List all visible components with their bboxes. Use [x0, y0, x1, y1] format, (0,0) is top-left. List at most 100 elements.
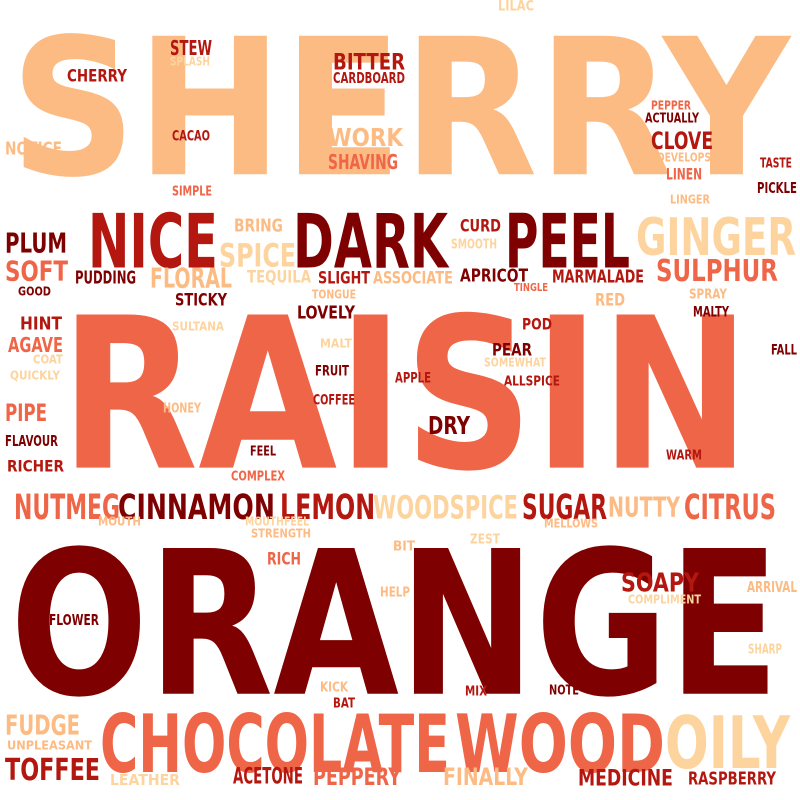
word-good: GOOD	[18, 284, 51, 299]
word-tequila: TEQUILA	[247, 267, 311, 288]
word-nutty: NUTTY	[608, 491, 680, 524]
word-apple: APPLE	[395, 370, 432, 387]
word-malty: MALTY	[693, 304, 729, 321]
word-compliment: COMPLIMENT	[628, 592, 701, 607]
word-pickle: PICKLE	[757, 180, 797, 198]
word-simple: SIMPLE	[172, 183, 212, 199]
word-work: WORK	[328, 123, 403, 153]
word-toffee: TOFFEE	[5, 751, 101, 787]
word-bat: BAT	[333, 695, 355, 711]
word-oily: OILY	[665, 701, 790, 786]
word-peppery: PEPPERY	[313, 763, 401, 792]
word-bitter: BITTER	[333, 49, 406, 76]
word-linen: LINEN	[666, 164, 703, 184]
word-nice: NICE	[88, 198, 218, 286]
word-soft: SOFT	[5, 255, 68, 288]
word-flavour: FLAVOUR	[5, 433, 58, 451]
word-plum: PLUM	[5, 227, 68, 260]
word-taste: TASTE	[760, 155, 792, 171]
word-curd: CURD	[460, 216, 501, 237]
word-peel: PEEL	[505, 198, 630, 286]
word-smooth: SMOOTH	[451, 236, 498, 252]
word-coffee: COFFEE	[313, 392, 356, 409]
word-acetone: ACETONE	[233, 763, 303, 790]
word-richer: RICHER	[7, 456, 64, 476]
word-feel: FEEL	[250, 443, 277, 459]
word-pear: PEAR	[492, 340, 533, 361]
word-clove: CLOVE	[651, 127, 714, 156]
word-sticky: STICKY	[175, 290, 228, 311]
word-mouthfeel: MOUTHFEEL	[245, 514, 310, 529]
word-mix: MIX	[465, 683, 487, 699]
word-cardboard: CARDBOARD	[333, 70, 405, 88]
word-tingle: TINGLE	[514, 281, 548, 295]
word-warm: WARM	[666, 447, 703, 463]
word-help: HELP	[380, 584, 411, 600]
word-complex: COMPLEX	[231, 468, 286, 484]
word-sultana: SULTANA	[172, 319, 224, 334]
word-wood: WOOD	[455, 697, 666, 792]
word-sugar: SUGAR	[522, 486, 608, 528]
word-pudding: PUDDING	[75, 267, 137, 289]
word-sherry: SHERRY	[10, 0, 790, 220]
word-cacao: CACAO	[172, 128, 211, 145]
word-pod: POD	[522, 314, 553, 334]
word-agave: AGAVE	[8, 333, 63, 357]
word-fall: FALL	[771, 342, 798, 359]
word-medicine: MEDICINE	[578, 765, 673, 792]
word-associate: ASSOCIATE	[373, 268, 453, 289]
word-kick: KICK	[320, 679, 349, 695]
word-floral: FLORAL	[150, 262, 233, 295]
word-mouth: MOUTH	[98, 514, 141, 529]
word-raisin: RAISIN	[60, 272, 751, 518]
word-mellows: MELLOWS	[544, 516, 599, 531]
word-lilac: LILAC	[498, 0, 534, 15]
word-honey: HONEY	[163, 400, 202, 416]
word-note: NOTE	[549, 682, 580, 698]
word-allspice: ALLSPICE	[504, 373, 560, 389]
word-slight: SLIGHT	[318, 268, 370, 289]
word-apricot: APRICOT	[460, 265, 529, 287]
word-spice: SPICE	[219, 237, 297, 275]
word-linger: LINGER	[670, 192, 710, 207]
word-spray: SPRAY	[689, 286, 728, 302]
word-cinnamon: CINNAMON	[118, 486, 275, 528]
word-fudge: FUDGE	[5, 709, 81, 742]
word-actually: ACTUALLY	[645, 110, 700, 126]
word-pepper: PEPPER	[651, 98, 691, 113]
word-develops: DEVELOPS	[657, 150, 712, 165]
word-orange: ORANGE	[10, 508, 780, 741]
word-quickly: QUICKLY	[10, 368, 61, 383]
word-pipe: PIPE	[5, 399, 47, 428]
word-ginger: GINGER	[636, 208, 797, 268]
word-sharp: SHARP	[748, 641, 783, 657]
word-dark: DARK	[293, 198, 448, 286]
word-lemon: LEMON	[280, 486, 376, 528]
word-coat: COAT	[33, 352, 63, 367]
word-nutmeg: NUTMEG	[14, 486, 121, 528]
word-flower: FLOWER	[49, 612, 99, 630]
word-leather: LEATHER	[110, 772, 180, 790]
word-somewhat: SOMEWHAT	[484, 355, 546, 370]
word-chocolate: CHOCOLATE	[100, 697, 450, 792]
word-fruit: FRUIT	[315, 363, 349, 380]
word-unpleasant: UNPLEASANT	[7, 738, 93, 753]
word-bit: BIT	[393, 538, 416, 554]
word-hint: HINT	[20, 313, 62, 335]
word-citrus: CITRUS	[684, 486, 776, 528]
word-zest: ZEST	[470, 531, 501, 547]
word-malt: MALT	[320, 336, 353, 351]
word-soapy: SOAPY	[621, 567, 700, 598]
word-arrival: ARRIVAL	[747, 579, 797, 597]
word-notice: NOTICE	[5, 138, 62, 160]
word-stew: STEW	[170, 36, 213, 60]
word-strength: STRENGTH	[251, 526, 312, 541]
word-woodspice: WOODSPICE	[373, 489, 518, 527]
word-dry: DRY	[428, 411, 470, 441]
word-sulphur: SULPHUR	[656, 252, 778, 288]
word-finally: FINALLY	[443, 763, 528, 792]
word-red: RED	[595, 290, 625, 311]
word-cherry: CHERRY	[67, 66, 128, 87]
word-shaving: SHAVING	[328, 150, 399, 174]
word-tongue: TONGUE	[312, 287, 356, 302]
